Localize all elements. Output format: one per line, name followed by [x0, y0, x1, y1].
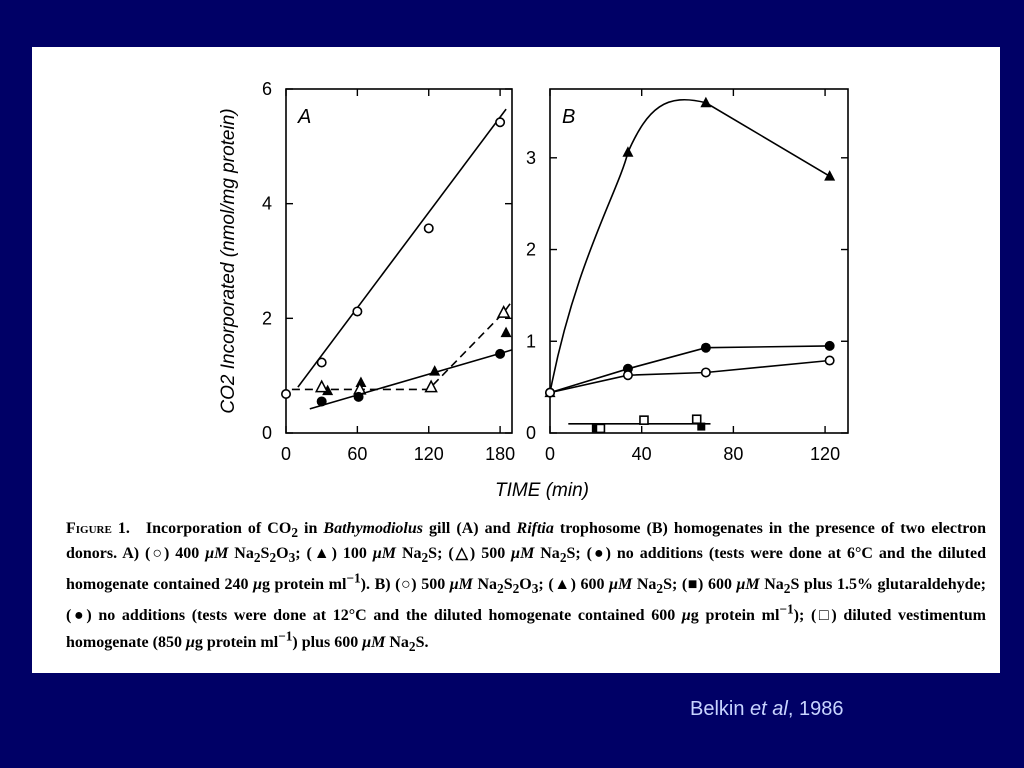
credit-prefix: Belkin — [690, 698, 751, 720]
panel-b-series-filled-circle-line — [549, 345, 830, 394]
panel-b-label: B — [562, 106, 575, 128]
panel-a-series-open-circle — [281, 108, 507, 400]
panel-b-series-open-square-point — [639, 415, 649, 425]
credit-suffix: , 1986 — [787, 698, 844, 720]
panel-b-series-filled-circle-point — [824, 340, 835, 351]
panel-a-series-open-circle-point — [495, 117, 506, 128]
panel-b-series-filled-triangle-line — [549, 98, 831, 393]
x-axis-label: TIME (min) — [495, 480, 589, 501]
panel-a-series-open-circle-point — [281, 389, 292, 400]
panel-a-series-open-triangle-point — [424, 379, 438, 393]
panel-a-frame — [285, 88, 513, 434]
panel-a-series-filled-triangle-point — [500, 326, 512, 338]
panel-a-series-open-triangle-point — [496, 304, 511, 318]
panel-a-xtick-label: 180 — [485, 444, 515, 464]
caption-figure-label: Figure 1. — [66, 520, 130, 537]
credit-italic: et al — [750, 698, 788, 720]
panel-b-series-open-square-point — [595, 423, 606, 434]
panel-b-frame — [549, 88, 849, 434]
figure-panel: 0 60 120 180 0 2 4 6 A CO2 Incorporated (nmol/mg … — [32, 47, 1000, 673]
panel-b-xtick-label: 80 — [723, 444, 743, 464]
panel-b-ytick-label: 1 — [526, 331, 536, 351]
panel-a-series-filled-circle-point — [495, 348, 506, 359]
citation-credit: Belkin et al, 1986 — [690, 698, 843, 721]
panel-a-ytick-label: 4 — [262, 194, 272, 214]
panel-b-series-filled-triangle-point — [824, 170, 836, 181]
panel-b-series-filled-circle-point — [700, 342, 711, 353]
panel-a-series-open-triangle — [291, 300, 513, 395]
panel-a-series-open-triangle-line — [291, 300, 513, 391]
panel-b-xtick-label: 120 — [810, 444, 840, 464]
panel-a-series-open-circle-point — [316, 357, 327, 368]
panel-a-series-open-circle-point — [352, 306, 363, 317]
panel-b-series-open-circle — [544, 355, 835, 398]
figure-caption: Figure 1. Incorporation of CO2 in Bathym… — [66, 519, 986, 657]
panel-b-series-filled-triangle-point — [622, 146, 634, 157]
panel-b-ytick-label: 3 — [526, 148, 536, 168]
panel-b-ytick-label: 0 — [526, 423, 536, 443]
panel-a-series-filled-triangle-point — [355, 376, 367, 388]
panel-a-series-open-circle-point — [423, 223, 434, 234]
panel-b-xtick-label: 0 — [545, 444, 555, 464]
panel-a-ytick-label: 6 — [262, 79, 272, 99]
panel-a-xtick-label: 60 — [347, 444, 367, 464]
panel-a-series-filled-circle — [309, 348, 513, 410]
panel-b-series-filled-circle — [545, 340, 835, 398]
panel-a-ytick-label: 2 — [262, 308, 272, 328]
panel-b-ytick-label: 2 — [526, 240, 536, 260]
panel-a-label: A — [297, 106, 311, 128]
panel-a-series-filled-circle-line — [309, 349, 513, 410]
panel-a-xtick-label: 120 — [414, 444, 444, 464]
panel-b-group: 0 40 80 120 0 1 2 3 B — [526, 88, 849, 464]
panel-b-series-filled-triangle-point — [700, 96, 712, 108]
panel-b-xtick-label: 40 — [632, 444, 652, 464]
panel-b-series-filled-square-point — [697, 422, 706, 431]
panel-a-series-filled-triangle — [322, 326, 512, 396]
panel-a-series-filled-triangle-point — [322, 384, 334, 396]
caption-text: Incorporation of CO2 in Bathymodiolus gi… — [66, 520, 987, 654]
panel-a-series-filled-circle-point — [316, 396, 327, 407]
panel-b-series-open-circle-point — [824, 355, 835, 366]
panel-b-series-open-circle-point — [622, 370, 633, 381]
panel-b-series-open-square-point — [691, 414, 702, 425]
panel-a-series-open-circle-line — [297, 108, 507, 388]
panel-a-ytick-label: 0 — [262, 423, 272, 443]
panel-b-series-open-circle-point — [700, 367, 711, 378]
panel-b-series-open-circle-line — [549, 359, 830, 394]
panel-a-ylabel: CO2 Incorporated (nmol/mg protein) — [218, 108, 239, 413]
panel-b-series-open-circle-point — [544, 387, 555, 398]
panel-a-series-filled-circle-point — [353, 391, 364, 402]
panel-a-xtick-label: 0 — [281, 444, 291, 464]
panel-a-series-open-triangle-point — [314, 379, 329, 393]
panel-b-series-open-square — [568, 414, 711, 434]
